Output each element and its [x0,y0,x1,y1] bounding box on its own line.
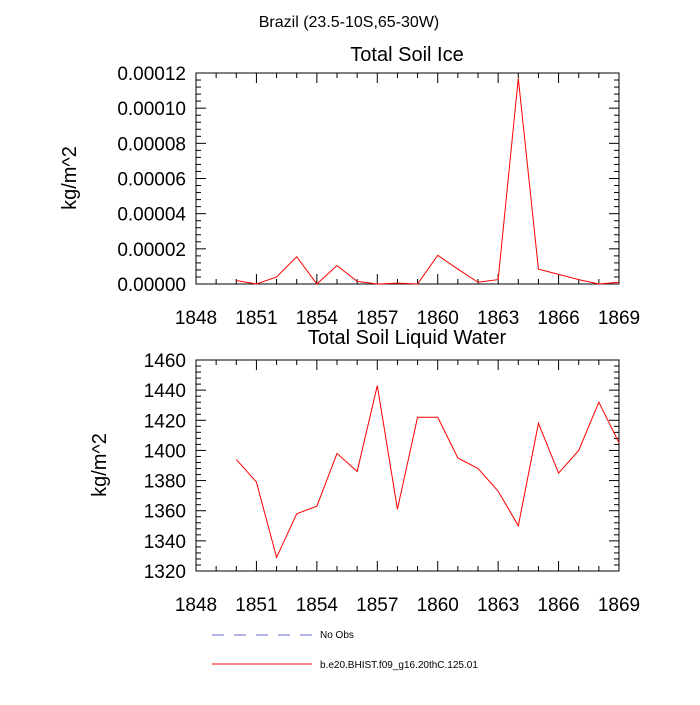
x-tick-label: 1857 [356,595,398,616]
plot-area: 1848 1851 1854 1857 1860 1863 1866 1869 1320 1340… [144,351,640,616]
plot-frame [195,72,620,285]
panel-total-soil-ice: Total Soil Ice kg/m^2 1848 1851 1854 1857 18… [59,44,640,329]
x-tick-label: 1857 [356,308,398,329]
x-tick-label: 1863 [477,308,519,329]
x-tick-label: 1860 [417,308,459,329]
x-tick-label: 1851 [235,308,277,329]
x-tick-label: 1860 [417,595,459,616]
x-tick-label: 1848 [175,595,217,616]
panel-title: Total Soil Ice [350,44,463,66]
panel-title: Total Soil Liquid Water [308,327,507,349]
y-tick-label: 1380 [144,472,186,493]
y-tick-label: 0.00010 [117,99,186,120]
y-tick-label: 0.00000 [117,275,186,296]
series-line [236,78,620,285]
y-tick-label: 0.00004 [117,205,186,226]
y-tick-label: 1440 [144,381,186,402]
x-tick-label: 1854 [296,308,339,329]
x-tick-label: 1869 [598,308,640,329]
legend: No Obs b.e20.BHIST.f09_g16.20thC.125.01 [212,630,478,671]
plot-area: 1848 1851 1854 1857 1860 1863 1866 1869 0.00000 0… [117,64,640,329]
y-tick-label: 0.00002 [117,240,186,261]
y-tick-label: 1400 [144,441,186,462]
x-tick-label: 1854 [296,595,339,616]
legend-label-model: b.e20.BHIST.f09_g16.20thC.125.01 [320,660,478,671]
y-tick-label: 0.00006 [117,170,186,191]
x-tick-label: 1848 [175,308,217,329]
y-tick-label: 1460 [144,351,186,372]
y-tick-label: 1320 [144,562,186,583]
y-tick-label: 1360 [144,502,186,523]
y-tick-label: 1340 [144,532,186,553]
y-tick-label: 1420 [144,411,186,432]
plot-frame [195,359,620,572]
series-line [235,385,620,559]
x-tick-label: 1869 [598,595,640,616]
x-tick-label: 1866 [537,595,579,616]
figure-suptitle: Brazil (23.5-10S,65-30W) [259,14,440,31]
y-axis-label: kg/m^2 [89,433,111,497]
y-tick-label: 0.00008 [117,134,186,155]
legend-label-no-obs: No Obs [320,630,354,641]
x-tick-label: 1866 [537,308,579,329]
y-tick-label: 0.00012 [117,64,186,85]
panel-total-soil-liquid-water: Total Soil Liquid Water kg/m^2 1848 1851 1… [89,327,640,616]
y-axis-label: kg/m^2 [59,146,81,210]
x-tick-label: 1863 [477,595,519,616]
x-tick-label: 1851 [235,595,277,616]
